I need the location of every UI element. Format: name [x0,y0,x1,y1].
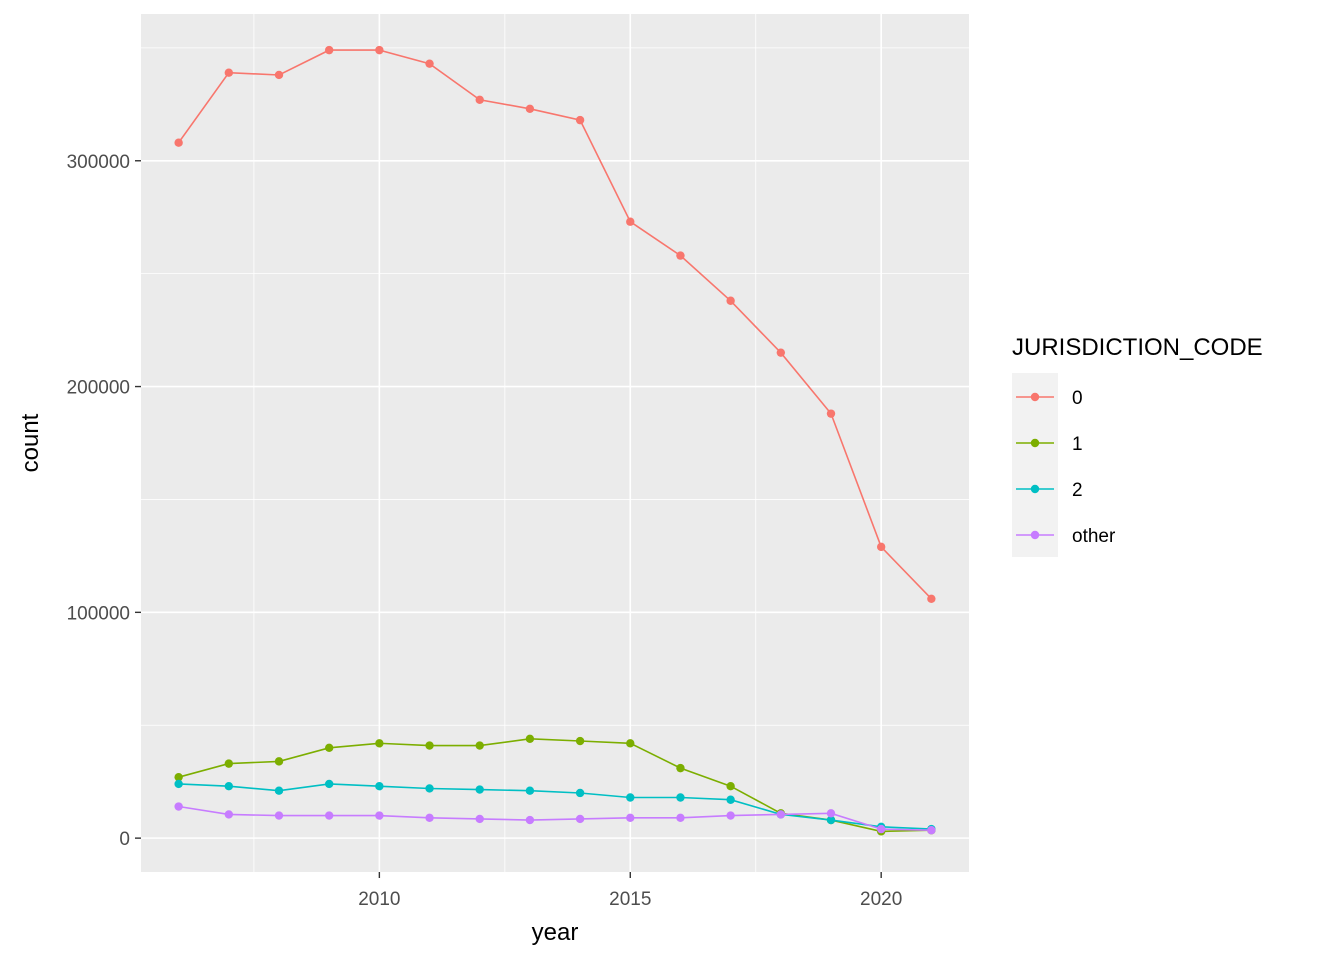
minor-gridlines [141,14,969,872]
data-point [324,811,334,820]
legend-entries: 0 1 2 other [1016,388,1116,547]
data-point [274,786,284,795]
legend-label: 1 [1072,434,1083,455]
series-0 [174,45,936,603]
data-point [425,784,434,793]
data-point [927,594,936,603]
data-point [324,779,334,789]
y-tick-label: 200000 [67,378,130,399]
series-other [174,802,936,835]
data-point [676,813,685,823]
y-tick-label: 300000 [67,152,130,173]
data-point [475,785,484,794]
data-point [626,813,635,823]
data-point [776,810,786,819]
data-point [726,782,735,791]
data-point [224,68,234,77]
legend-label: other [1072,526,1116,547]
data-point [826,809,836,818]
data-point [174,138,183,147]
series-line [178,783,932,830]
data-point [375,739,384,748]
data-point [224,810,234,819]
data-point [525,815,535,825]
data-point [626,793,635,802]
data-point [274,70,284,80]
data-point [826,409,836,418]
data-point [676,793,685,802]
data-point [575,736,585,746]
data-point [174,772,183,782]
legend-entry-1: 1 [1016,434,1083,455]
data-point [274,757,284,766]
legend-label: 0 [1072,388,1083,409]
series-line [178,805,932,831]
major-gridlines [141,14,969,872]
data-point [525,104,535,114]
data-point [575,814,585,824]
legend-key-point [1030,438,1040,448]
data-point [525,734,535,743]
data-point [927,826,936,835]
y-tick-label: 100000 [67,603,130,624]
data-point [876,542,886,552]
legend-entry-other: other [1016,526,1116,547]
data-point [676,763,685,773]
data-point [726,811,735,820]
data-point [626,217,635,226]
x-tick-label: 2020 [860,889,902,910]
legend-entry-2: 2 [1016,480,1083,501]
data-point [726,296,735,305]
data-point [475,741,484,750]
data-point [475,95,484,105]
data-point [475,814,484,824]
y-axis-title: count [17,413,44,472]
legend-key-point [1030,392,1040,402]
data-point [375,782,384,791]
data-point [626,739,635,748]
data-point [575,788,585,798]
legend-key-background [1012,373,1058,557]
data-point [224,759,234,768]
legend-entry-0: 0 [1016,388,1083,409]
data-point [425,59,434,68]
data-point [676,251,685,260]
data-point [425,741,434,750]
data-point [726,795,735,804]
legend: JURISDICTION_CODE 0 1 2 other [1012,334,1263,557]
data-point [575,115,585,125]
data-point [876,824,886,834]
data-point [375,45,384,55]
data-point [425,813,434,823]
data-point [274,811,284,820]
legend-label: 2 [1072,480,1083,501]
x-axis: 2010 2015 2020 [358,872,902,910]
series-line [177,49,932,600]
x-tick-label: 2015 [609,889,651,910]
y-tick-label: 0 [119,829,130,850]
legend-key-point [1030,530,1040,540]
data-point [776,348,786,357]
data-point [224,782,234,791]
data-point [324,743,334,753]
data-point [375,811,384,820]
data-point [174,802,183,811]
legend-title: JURISDICTION_CODE [1012,334,1263,361]
x-tick-label: 2010 [358,889,400,910]
panel-background [141,14,969,872]
data-point [826,815,836,825]
series-layer [174,45,936,836]
x-axis-title: year [532,919,579,946]
y-axis: 0 100000 200000 300000 [67,152,141,850]
data-point [174,779,183,789]
data-point [324,45,334,55]
legend-key-point [1030,484,1040,494]
data-point [525,786,535,795]
